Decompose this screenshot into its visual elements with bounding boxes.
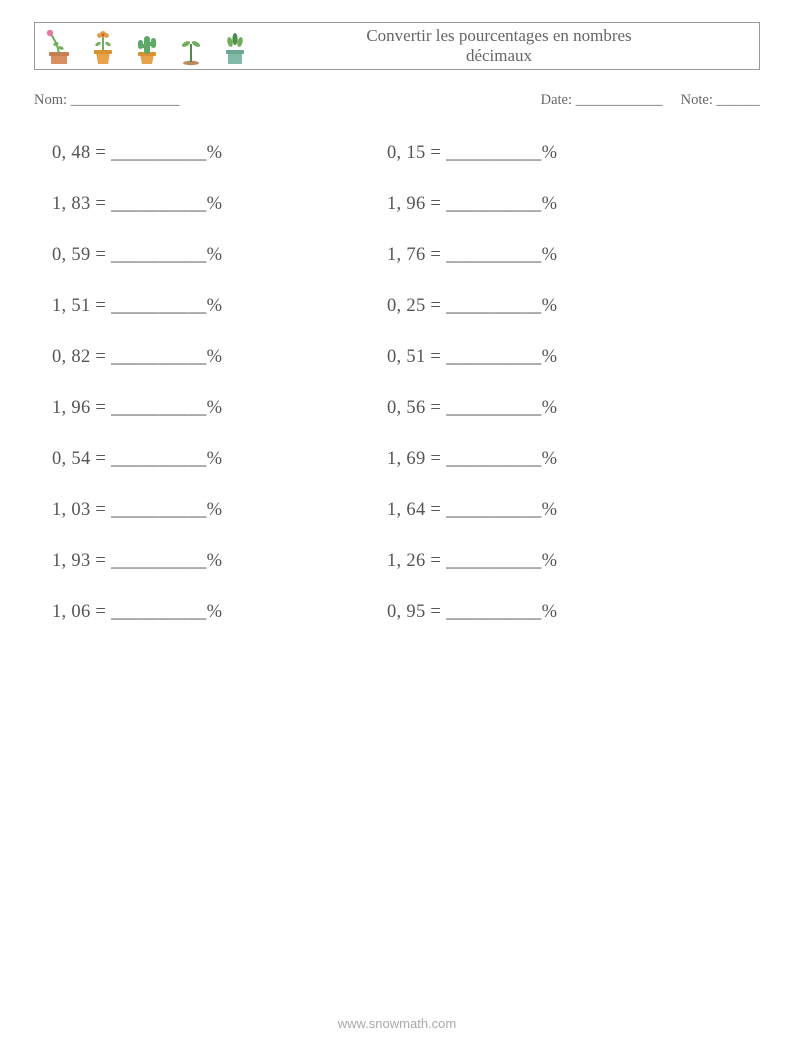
plant-icons — [43, 26, 251, 66]
problem-item: 1, 96 = __________% — [369, 194, 704, 215]
problem-item: 1, 51 = __________% — [34, 296, 369, 317]
problem-item: 1, 06 = __________% — [34, 602, 369, 623]
header-box: Convertir les pourcentages en nombres dé… — [34, 22, 760, 70]
title-line-1: Convertir les pourcentages en nombres — [366, 26, 631, 45]
problem-item: 1, 69 = __________% — [369, 449, 704, 470]
problem-item: 0, 82 = __________% — [34, 347, 369, 368]
problem-item: 1, 26 = __________% — [369, 551, 704, 572]
meta-row: Nom: _______________ Date: ____________ … — [34, 92, 760, 109]
problem-item: 0, 56 = __________% — [369, 398, 704, 419]
problem-item: 0, 25 = __________% — [369, 296, 704, 317]
name-field: Nom: _______________ — [34, 92, 541, 109]
problem-item: 0, 54 = __________% — [34, 449, 369, 470]
plant-icon-2 — [87, 26, 119, 66]
problem-item: 0, 51 = __________% — [369, 347, 704, 368]
problem-item: 1, 96 = __________% — [34, 398, 369, 419]
problem-item: 1, 76 = __________% — [369, 245, 704, 266]
problem-item: 1, 83 = __________% — [34, 194, 369, 215]
problem-item: 1, 93 = __________% — [34, 551, 369, 572]
plant-icon-1 — [43, 26, 75, 66]
problem-item: 0, 48 = __________% — [34, 143, 369, 164]
footer-url: www.snowmath.com — [0, 1016, 794, 1031]
worksheet-title: Convertir les pourcentages en nombres dé… — [251, 26, 751, 65]
problems-grid: 0, 48 = __________%0, 15 = __________% 1,… — [34, 143, 760, 623]
problem-item: 0, 59 = __________% — [34, 245, 369, 266]
plant-icon-4 — [175, 26, 207, 66]
grade-field: Note: ______ — [681, 92, 760, 109]
title-line-2: décimaux — [466, 46, 532, 65]
problem-item: 0, 15 = __________% — [369, 143, 704, 164]
problem-item: 1, 64 = __________% — [369, 500, 704, 521]
problem-item: 1, 03 = __________% — [34, 500, 369, 521]
plant-icon-3 — [131, 26, 163, 66]
plant-icon-5 — [219, 26, 251, 66]
problem-item: 0, 95 = __________% — [369, 602, 704, 623]
date-field: Date: ____________ — [541, 92, 663, 109]
